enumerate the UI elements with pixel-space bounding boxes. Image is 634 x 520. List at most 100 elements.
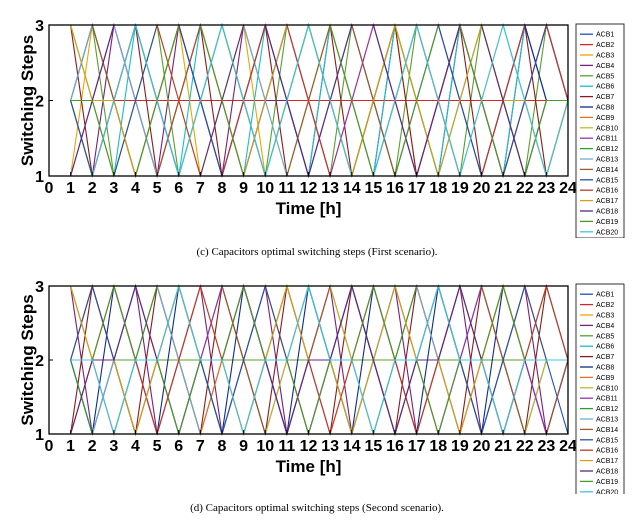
x-tick-label: 10 <box>256 180 274 197</box>
legend-label: ACB20 <box>596 489 618 494</box>
x-tick-label: 7 <box>196 438 205 455</box>
caption-c: (c) Capacitors optimal switching steps (… <box>196 246 438 258</box>
legend-label: ACB1 <box>596 292 614 299</box>
legend-label: ACB8 <box>596 365 614 372</box>
x-tick-label: 10 <box>256 438 274 455</box>
x-tick-label: 19 <box>451 180 469 197</box>
legend-label: ACB6 <box>596 344 614 351</box>
x-tick-label: 7 <box>196 180 205 197</box>
legend-label: ACB4 <box>596 323 614 330</box>
y-tick-label: 3 <box>35 279 44 296</box>
chart-d: 0 1 2 3 4 5 6 7 8 9 10 11 12 13 14 15 16 17 18 19 20 21 22 23 24… <box>18 279 625 499</box>
legend-label: ACB19 <box>596 479 618 486</box>
x-tick-label: 6 <box>174 438 183 455</box>
x-tick-label: 9 <box>239 438 248 455</box>
legend-label: ACB7 <box>596 94 614 101</box>
x-tick-label: 4 <box>131 438 140 455</box>
x-tick-label: 17 <box>408 438 426 455</box>
x-tick-label: 24 <box>559 438 577 455</box>
y-tick-label: 3 <box>35 18 44 35</box>
x-tick-label: 12 <box>300 438 318 455</box>
legend-label: ACB3 <box>596 313 614 320</box>
legend-label: ACB13 <box>596 417 618 424</box>
legend: ACB1 ACB2 ACB3 ACB4 ACB5 ACB6 ACB7 ACB8 ACB9 ACB1… <box>575 283 625 499</box>
y-tick-label: 2 <box>35 353 44 370</box>
y-tick-label: 2 <box>35 94 44 111</box>
chart-panel-d: 0 1 2 3 4 5 6 7 8 9 10 11 12 13 14 15 16 17 18 19 20 21 22 23 24… <box>0 262 634 520</box>
x-tick-label: 21 <box>494 180 512 197</box>
series-lines <box>70 23 569 178</box>
x-tick-label: 22 <box>516 180 534 197</box>
y-tick-label: 1 <box>35 427 44 444</box>
legend-label: ACB9 <box>596 115 614 122</box>
chart-panel-c: 0 1 2 3 4 5 6 7 8 9 10 11 12 13 14 15 16 17 18 19 20 21 22 23 24… <box>18 18 625 258</box>
x-axis-label: Time [h] <box>276 199 342 218</box>
legend-label: ACB2 <box>596 42 614 49</box>
legend-label: ACB15 <box>596 437 618 444</box>
legend-label: ACB16 <box>596 188 618 195</box>
x-tick-label: 6 <box>174 180 183 197</box>
x-tick-label: 15 <box>364 180 382 197</box>
legend-label: ACB18 <box>596 209 618 216</box>
x-tick-label: 13 <box>321 180 339 197</box>
legend-label: ACB17 <box>596 458 618 465</box>
x-tick-label: 22 <box>516 438 534 455</box>
x-tick-label: 23 <box>537 438 555 455</box>
legend-label: ACB2 <box>596 302 614 309</box>
x-tick-label: 16 <box>386 438 404 455</box>
legend-label: ACB14 <box>596 167 618 174</box>
x-tick-label: 8 <box>218 438 227 455</box>
x-tick-label: 4 <box>131 180 140 197</box>
legend-label: ACB5 <box>596 73 614 80</box>
x-tick-label: 2 <box>88 438 97 455</box>
x-axis-label: Time [h] <box>276 457 342 476</box>
legend-label: ACB15 <box>596 177 618 184</box>
legend-label: ACB4 <box>596 63 614 70</box>
x-tick-label: 16 <box>386 180 404 197</box>
x-tick-label: 21 <box>494 438 512 455</box>
x-tick-label: 2 <box>88 180 97 197</box>
legend-label: ACB7 <box>596 354 614 361</box>
x-tick-label: 18 <box>429 438 447 455</box>
legend-label: ACB12 <box>596 406 618 413</box>
x-tick-label: 8 <box>218 180 227 197</box>
x-tick-label: 20 <box>473 180 491 197</box>
legend-label: ACB10 <box>596 125 618 132</box>
legend-label: ACB1 <box>596 32 614 39</box>
x-tick-label: 23 <box>537 180 555 197</box>
legend-label: ACB5 <box>596 333 614 340</box>
y-axis-label: Switching Steps <box>18 294 37 425</box>
legend-label: ACB14 <box>596 427 618 434</box>
chart-c: 0 1 2 3 4 5 6 7 8 9 10 11 12 13 14 15 16 17 18 19 20 21 22 23 24… <box>18 18 625 239</box>
series-line-acb20 <box>70 284 568 436</box>
x-tick-label: 19 <box>451 438 469 455</box>
x-tick-label: 3 <box>109 180 118 197</box>
x-tick-label: 3 <box>109 438 118 455</box>
x-tick-label: 14 <box>343 180 361 197</box>
legend-box <box>575 283 625 499</box>
legend-label: ACB10 <box>596 385 618 392</box>
legend-box <box>575 23 625 239</box>
x-tick-label: 20 <box>473 438 491 455</box>
legend-label: ACB8 <box>596 105 614 112</box>
x-tick-label: 17 <box>408 180 426 197</box>
x-tick-label: 18 <box>429 180 447 197</box>
legend-label: ACB3 <box>596 53 614 60</box>
legend-label: ACB11 <box>596 136 618 143</box>
x-tick-label: 24 <box>559 180 577 197</box>
legend-label: ACB11 <box>596 396 618 403</box>
x-tick-label: 15 <box>364 438 382 455</box>
x-tick-label: 13 <box>321 438 339 455</box>
x-tick-label: 11 <box>278 438 295 455</box>
x-tick-label: 5 <box>153 438 162 455</box>
y-tick-label: 1 <box>35 169 44 186</box>
x-tick-label: 11 <box>278 180 295 197</box>
x-tick-label: 0 <box>45 438 54 455</box>
x-tick-label: 12 <box>300 180 318 197</box>
legend-label: ACB9 <box>596 375 614 382</box>
legend-label: ACB16 <box>596 448 618 455</box>
legend-label: ACB18 <box>596 469 618 476</box>
legend: ACB1 ACB2 ACB3 ACB4 ACB5 ACB6 ACB7 ACB8 ACB9 ACB1… <box>575 23 625 239</box>
legend-label: ACB20 <box>596 229 618 236</box>
x-tick-label: 1 <box>66 438 75 455</box>
